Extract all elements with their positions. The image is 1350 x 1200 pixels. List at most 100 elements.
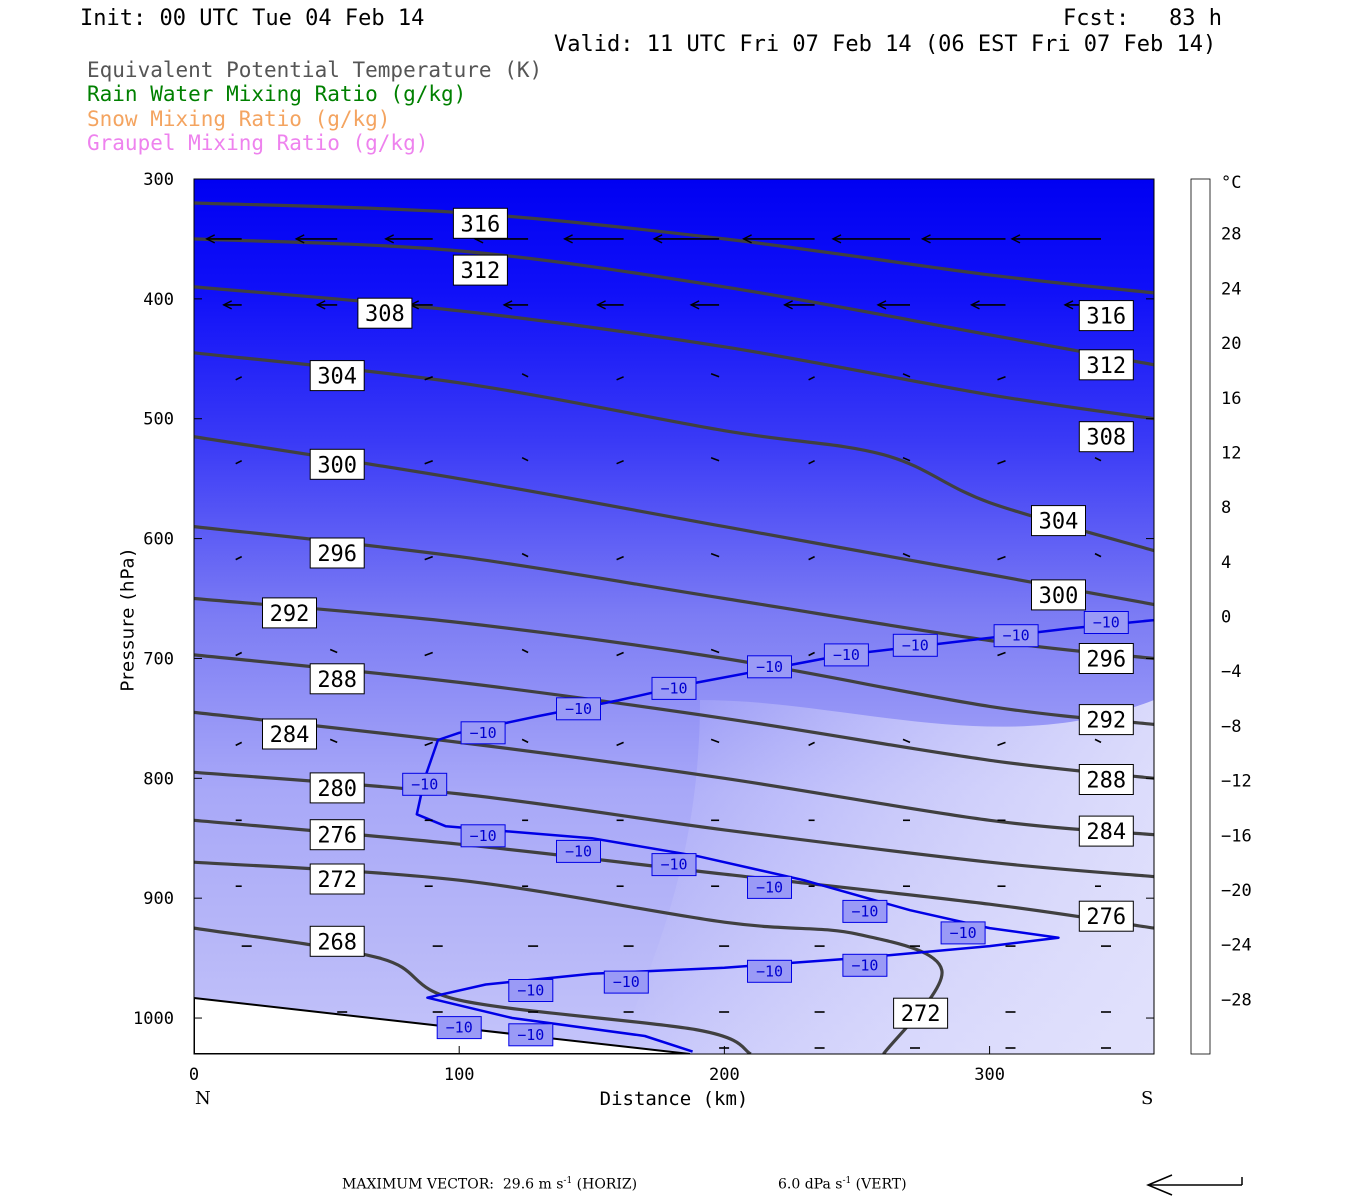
colorbar-tick-label: 12	[1221, 443, 1241, 463]
svg-text:300: 300	[1039, 584, 1079, 609]
isotherm-label: −10	[651, 676, 697, 700]
svg-text:312: 312	[1086, 354, 1126, 379]
svg-text:288: 288	[317, 668, 357, 693]
svg-text:−10: −10	[565, 842, 592, 860]
theta-e-label: 276	[309, 819, 365, 851]
svg-text:316: 316	[461, 212, 501, 237]
svg-text:296: 296	[1086, 648, 1126, 673]
svg-text:284: 284	[270, 723, 310, 748]
colorbar-tick-label: −4	[1221, 662, 1241, 682]
wind-vector	[329, 648, 338, 654]
svg-text:268: 268	[317, 930, 357, 955]
svg-text:−10: −10	[613, 973, 640, 991]
colorbar-unit: °C	[1221, 173, 1241, 193]
svg-text:−10: −10	[660, 679, 687, 697]
x-axis-title: Distance (km)	[599, 1088, 749, 1110]
isotherm-label: −10	[842, 899, 888, 923]
svg-text:312: 312	[461, 259, 501, 284]
svg-text:−10: −10	[851, 956, 878, 974]
isotherm-label: −10	[436, 1016, 482, 1040]
colorbar-tick-label: −12	[1221, 772, 1252, 792]
isotherm-label: −10	[402, 772, 448, 796]
x-tick-label: 200	[709, 1065, 740, 1085]
wind-vector	[1094, 738, 1102, 744]
wind-vector	[808, 741, 815, 747]
wind-vector	[902, 456, 911, 462]
wind-vector	[521, 738, 529, 744]
wind-vector	[616, 376, 624, 381]
theta-e-label: 296	[1078, 643, 1134, 674]
wind-vector	[997, 459, 1006, 465]
svg-text:−10: −10	[470, 827, 497, 845]
warm-pocket-fill	[620, 700, 1154, 1054]
wind-vector	[329, 738, 338, 744]
wind-vector	[521, 552, 529, 558]
colorbar-tick-label: 0	[1221, 608, 1231, 628]
wind-vector	[1094, 456, 1102, 462]
svg-text:−10: −10	[470, 724, 497, 742]
colorbar-tick-label: 24	[1221, 279, 1241, 299]
theta-e-label: 316	[452, 207, 508, 239]
wind-vector	[521, 456, 529, 462]
theta-e-line-312	[194, 237, 1154, 367]
svg-text:280: 280	[317, 777, 357, 802]
isotherm-label: −10	[603, 970, 649, 994]
theta-e-label: 276	[1078, 900, 1134, 932]
isotherm-label: −10	[993, 624, 1039, 648]
isotherm-label: −10	[508, 1023, 554, 1047]
wind-vectors	[205, 234, 1111, 1049]
svg-text:−10: −10	[756, 658, 783, 676]
wind-vector	[235, 651, 243, 657]
theta-e-label: 272	[309, 863, 365, 895]
wind-vector-head	[969, 300, 980, 310]
init-time: Init: 00 UTC Tue 04 Feb 14	[80, 6, 425, 31]
colorbar-tick-label: 8	[1221, 498, 1231, 518]
south-label: S	[1141, 1088, 1154, 1109]
wind-vector	[424, 651, 433, 657]
valid-time: Valid: 11 UTC Fri 07 Feb 14 (06 EST Fri …	[554, 32, 1217, 57]
wind-vector	[424, 741, 433, 747]
svg-text:276: 276	[317, 824, 357, 849]
svg-text:−10: −10	[756, 962, 783, 980]
svg-text:272: 272	[317, 868, 357, 893]
svg-text:−10: −10	[517, 1026, 544, 1044]
svg-text:−10: −10	[1093, 614, 1120, 632]
wind-vector	[902, 373, 911, 378]
svg-text:284: 284	[1086, 820, 1126, 845]
legend-snow: Snow Mixing Ratio (g/kg)	[87, 107, 391, 131]
wind-vector	[521, 373, 529, 378]
colorbar-tick-label: −20	[1221, 881, 1252, 901]
wind-vector	[997, 651, 1006, 657]
max-vector-vert: 6.0 dPa s-1 (VERT)	[778, 1176, 907, 1193]
wind-vector	[710, 456, 720, 462]
theta-e-line-284	[194, 710, 1154, 837]
isotherm-label: −10	[1083, 611, 1129, 634]
wind-vector-head	[294, 234, 305, 244]
y-axis-title: Pressure (hPa)	[117, 548, 139, 692]
svg-text:272: 272	[901, 1002, 941, 1027]
colorbar: °C 28 24 20 16 12 8 4 0 −4 −8 −12 −16 −20 −24 −28	[1190, 173, 1252, 1055]
wind-vector	[902, 552, 911, 558]
svg-text:−10: −10	[902, 636, 929, 654]
isotherm-label: −10	[460, 721, 506, 745]
wind-vector	[616, 555, 624, 561]
theta-e-label: 288	[1078, 764, 1134, 795]
wind-vector	[616, 651, 624, 657]
theta-e-line-304	[194, 351, 1154, 553]
wind-vector	[235, 376, 243, 381]
wind-vector	[808, 555, 815, 561]
svg-text:−10: −10	[565, 700, 592, 718]
x-tick-label: 100	[444, 1065, 475, 1085]
colorbar-tick-label: −16	[1221, 826, 1252, 846]
theta-e-label: 296	[309, 537, 365, 569]
theta-e-label: 268	[309, 925, 365, 957]
wind-vector	[808, 376, 815, 381]
theta-e-label: 288	[309, 663, 365, 695]
theta-e-label: 308	[1078, 421, 1134, 453]
svg-text:316: 316	[1086, 305, 1126, 330]
svg-text:292: 292	[270, 602, 310, 627]
wind-vector-head	[563, 234, 573, 244]
svg-text:296: 296	[317, 542, 357, 567]
wind-vector-head	[1010, 234, 1021, 244]
